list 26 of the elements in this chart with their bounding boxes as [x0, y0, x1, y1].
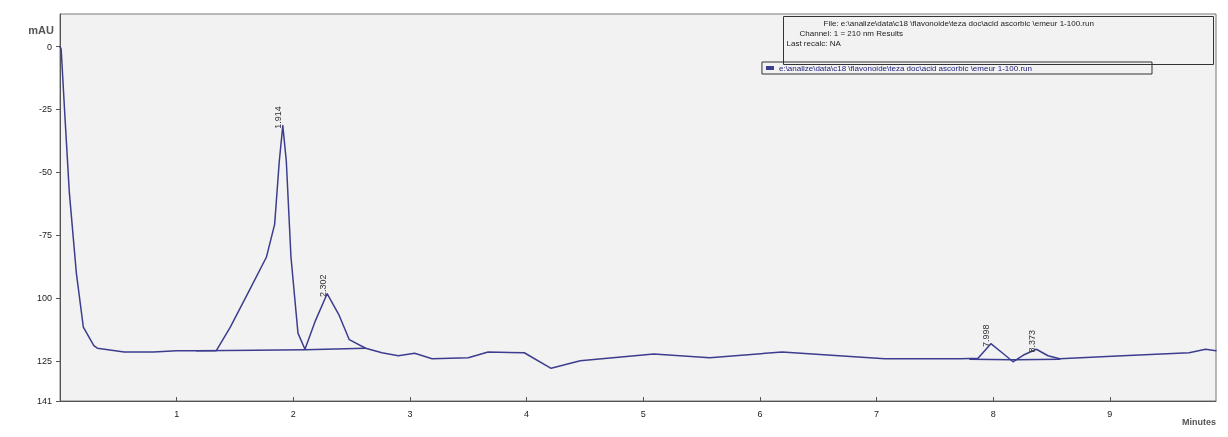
x-tick-label: 6 — [757, 408, 763, 419]
annotation: 2.302 — [317, 274, 328, 297]
legend-label: e:\analize\data\c18 \flavonoide\teza doc\acid ascorbic \emeur 1-100.run — [778, 63, 1032, 73]
y-tick-label: -75 — [38, 230, 52, 241]
x-axis-title: Minutes — [1181, 416, 1216, 427]
x-tick-label: 3 — [407, 408, 413, 419]
x-tick-label: 1 — [174, 408, 180, 419]
annotation: 1.914 — [273, 106, 284, 129]
x-tick-label: 8 — [990, 408, 996, 419]
annotation: 8.373 — [1026, 329, 1037, 353]
y-tick-label: 0 — [46, 41, 52, 52]
y-axis-title: mAU — [28, 23, 55, 36]
y-tick-label: -25 — [38, 104, 52, 115]
annotation: 7.998 — [981, 324, 992, 347]
annotation: Last recalc: NA — [786, 39, 842, 48]
x-tick-label: 5 — [640, 408, 646, 419]
annotation: Channel: 1 = 210 nm Results — [799, 29, 903, 38]
x-tick-label: 7 — [874, 408, 880, 419]
y-tick-label: 125 — [36, 355, 52, 366]
x-tick-label: 4 — [524, 408, 530, 419]
y-tick-label: 100 — [36, 292, 52, 303]
y-tick-label: 141 — [36, 396, 52, 406]
annotation: File: e:\analize\data\c18 \flavonoide\teza doc\acid ascorbic \emeur 1-100.run — [823, 19, 1094, 28]
x-tick-label: 2 — [290, 408, 296, 419]
y-tick-label: -50 — [38, 167, 52, 178]
x-tick-label: 9 — [1107, 408, 1113, 419]
